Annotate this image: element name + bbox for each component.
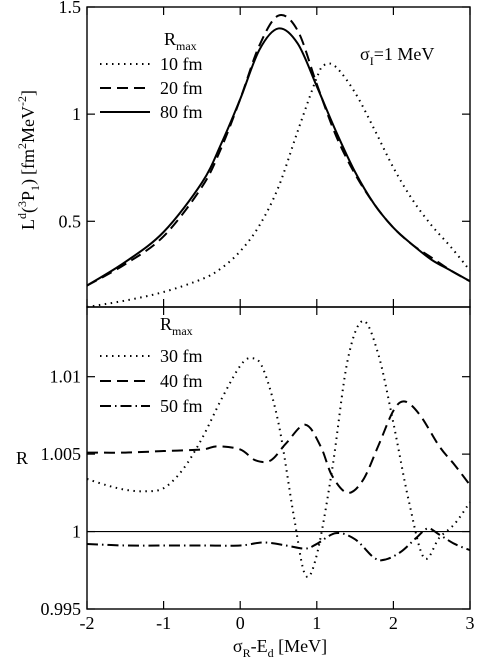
series-50fm (86, 527, 471, 562)
series-80fm (86, 27, 471, 287)
y-tick-label: 0.995 (41, 599, 82, 619)
series-40fm (86, 400, 471, 494)
legend-label-20fm: 20 fm (160, 78, 203, 98)
y-tick-label: 1 (72, 104, 81, 124)
y-tick-label: 0.5 (59, 211, 82, 231)
y-tick-label: 1.5 (59, 0, 82, 17)
top-legend-title: Rmax (164, 29, 197, 53)
top-ticks: 0.5 1 1.5 (59, 0, 471, 307)
x-tick-label: 3 (466, 613, 475, 633)
x-tick-label: 0 (236, 613, 245, 633)
top-series-group (86, 14, 471, 308)
x-tick-label: 2 (389, 613, 398, 633)
bottom-y-axis-title: R (16, 448, 28, 468)
bottom-series-group (86, 319, 471, 578)
bottom-legend-title: Rmax (160, 314, 193, 338)
legend-label-80fm: 80 fm (160, 102, 203, 122)
legend-label-30fm: 30 fm (160, 346, 203, 366)
x-tick-label: -2 (80, 613, 95, 633)
x-axis-title: σR-Ed [MeV] (233, 636, 327, 660)
legend-label-50fm: 50 fm (160, 396, 203, 416)
y-tick-label: 1.005 (41, 444, 82, 464)
x-tick-label: 1 (312, 613, 321, 633)
bottom-legend: Rmax 30 fm 40 fm 50 fm (100, 314, 203, 416)
y-tick-label: 1 (72, 522, 81, 542)
annotation-sigma-i: σI=1 MeV (360, 44, 434, 68)
y-tick-label: 1.01 (50, 367, 82, 387)
legend-label-40fm: 40 fm (160, 371, 203, 391)
legend-label-10fm: 10 fm (160, 54, 203, 74)
top-y-axis-title: Ld(3P1)[fm2MeV-2] (15, 90, 42, 230)
x-tick-label: -1 (156, 613, 171, 633)
series-10fm (86, 62, 471, 308)
bottom-panel-frame (86, 306, 471, 610)
series-30fm (86, 319, 471, 578)
top-legend: Rmax 10 fm 20 fm 80 fm (100, 29, 203, 122)
bottom-ticks: 0.995 1 1.005 1.01 -2 -1 0 1 2 3 (41, 307, 475, 633)
